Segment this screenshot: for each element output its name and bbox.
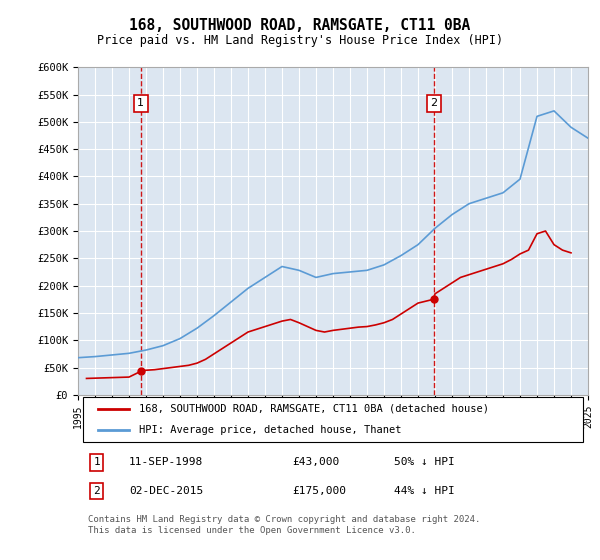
Text: 168, SOUTHWOOD ROAD, RAMSGATE, CT11 0BA (detached house): 168, SOUTHWOOD ROAD, RAMSGATE, CT11 0BA …	[139, 404, 489, 414]
Text: £43,000: £43,000	[292, 458, 340, 467]
Text: Contains HM Land Registry data © Crown copyright and database right 2024.
This d: Contains HM Land Registry data © Crown c…	[88, 515, 481, 535]
Text: Price paid vs. HM Land Registry's House Price Index (HPI): Price paid vs. HM Land Registry's House …	[97, 34, 503, 47]
Text: 168, SOUTHWOOD ROAD, RAMSGATE, CT11 0BA: 168, SOUTHWOOD ROAD, RAMSGATE, CT11 0BA	[130, 18, 470, 32]
Text: 50% ↓ HPI: 50% ↓ HPI	[394, 458, 455, 467]
Text: 1: 1	[137, 98, 144, 108]
Text: £175,000: £175,000	[292, 486, 346, 496]
FancyBboxPatch shape	[83, 397, 583, 442]
Text: 2: 2	[430, 98, 437, 108]
Text: HPI: Average price, detached house, Thanet: HPI: Average price, detached house, Than…	[139, 425, 402, 435]
Text: 2: 2	[94, 486, 100, 496]
Text: 02-DEC-2015: 02-DEC-2015	[129, 486, 203, 496]
Text: 11-SEP-1998: 11-SEP-1998	[129, 458, 203, 467]
Text: 1: 1	[94, 458, 100, 467]
Text: 44% ↓ HPI: 44% ↓ HPI	[394, 486, 455, 496]
